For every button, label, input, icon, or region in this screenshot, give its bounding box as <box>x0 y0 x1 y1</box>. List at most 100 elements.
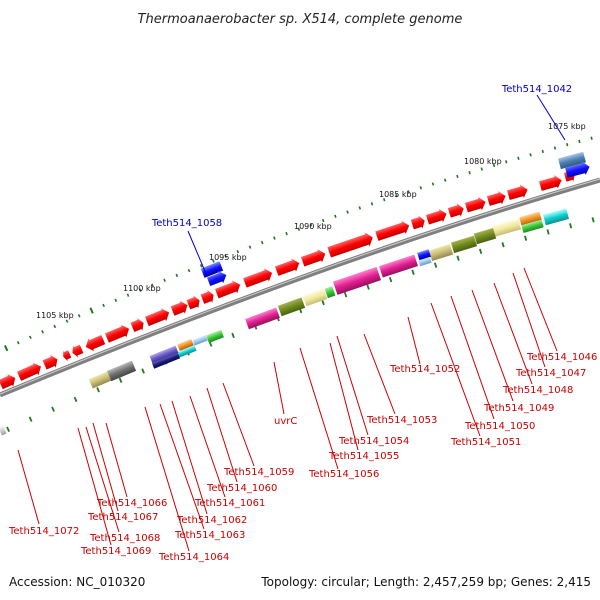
tick-mark <box>126 293 130 297</box>
gene-arrow[interactable] <box>464 195 487 214</box>
gene-arrow[interactable] <box>61 348 72 362</box>
gene-label-teth514-1049[interactable]: Teth514_1049 <box>483 403 554 414</box>
gene-box[interactable] <box>473 227 497 245</box>
gene-arrow[interactable] <box>242 266 274 289</box>
kbp-label-1095-kbp: 1095 kbp <box>209 253 247 262</box>
gene-label-teth514-1050[interactable]: Teth514_1050 <box>464 421 535 432</box>
tick-mark <box>358 206 362 210</box>
gene-arrow[interactable] <box>0 372 18 391</box>
gene-label-teth514-1048[interactable]: Teth514_1048 <box>502 385 573 396</box>
tick-mark <box>51 406 55 412</box>
gene-box[interactable] <box>106 360 137 382</box>
tick-mark <box>77 314 81 318</box>
gene-label-teth514-1069[interactable]: Teth514_1069 <box>80 546 151 557</box>
gene-box[interactable] <box>492 218 522 237</box>
gene-arrow[interactable] <box>200 288 216 305</box>
gene-label-teth514-1060[interactable]: Teth514_1060 <box>206 483 277 494</box>
tick-mark <box>41 330 44 334</box>
gene-arrow[interactable] <box>130 316 146 334</box>
gene-label-teth514-1052[interactable]: Teth514_1052 <box>389 364 460 375</box>
tick-mark <box>212 259 215 263</box>
gene-box[interactable] <box>206 329 224 344</box>
gene-arrow[interactable] <box>16 360 44 383</box>
gene-label-teth514-1063[interactable]: Teth514_1063 <box>174 530 245 541</box>
gene-arrow[interactable] <box>206 269 228 288</box>
tick-mark <box>505 160 508 164</box>
tick-mark <box>236 249 240 254</box>
gene-box[interactable] <box>428 243 454 262</box>
tick-mark <box>578 139 581 144</box>
gene-label-teth514-1055[interactable]: Teth514_1055 <box>328 451 399 462</box>
gene-arrow[interactable] <box>70 343 84 359</box>
tick-mark <box>541 149 544 154</box>
gene-arrow[interactable] <box>186 294 202 311</box>
tick-mark <box>501 242 505 248</box>
gene-box[interactable] <box>558 151 586 170</box>
gene-arrow[interactable] <box>42 353 60 371</box>
leader-line <box>105 422 128 498</box>
gene-arrow[interactable] <box>506 183 529 202</box>
gene-label-teth514-1058[interactable]: Teth514_1058 <box>151 218 222 229</box>
gene-box[interactable] <box>88 371 112 389</box>
gene-arrow[interactable] <box>104 322 132 344</box>
gene-label-teth514-1053[interactable]: Teth514_1053 <box>366 415 437 426</box>
gene-label-teth514-1062[interactable]: Teth514_1062 <box>176 515 247 526</box>
gene-box[interactable] <box>302 288 328 307</box>
gene-arrow[interactable] <box>170 299 190 318</box>
gene-label-teth514-1061[interactable]: Teth514_1061 <box>194 498 265 509</box>
gene-label-teth514-1054[interactable]: Teth514_1054 <box>338 436 409 447</box>
gene-label-teth514-1064[interactable]: Teth514_1064 <box>158 552 229 563</box>
gene-box[interactable] <box>277 297 306 317</box>
accession-label: Accession: NC_010320 <box>9 575 145 589</box>
gene-arrow[interactable] <box>327 230 375 259</box>
gene-label-uvrc[interactable]: uvrC <box>274 416 297 427</box>
gene-box[interactable] <box>542 208 570 226</box>
gene-box[interactable] <box>177 345 197 358</box>
gene-box[interactable] <box>324 286 336 299</box>
gene-box[interactable] <box>192 334 208 346</box>
tick-mark <box>529 153 532 157</box>
gene-arrow[interactable] <box>144 306 171 328</box>
gene-arrow[interactable] <box>486 189 507 208</box>
gene-label-teth514-1056[interactable]: Teth514_1056 <box>308 469 379 480</box>
tick-mark <box>285 231 288 236</box>
kbp-label-1105-kbp: 1105 kbp <box>36 311 74 320</box>
gene-box[interactable] <box>177 338 194 351</box>
gene-label-teth514-1046[interactable]: Teth514_1046 <box>526 352 597 363</box>
gene-box[interactable] <box>151 352 181 369</box>
gene-box[interactable] <box>245 307 280 330</box>
gene-box[interactable] <box>0 426 7 436</box>
gene-arrow[interactable] <box>539 173 564 192</box>
gene-arrow[interactable] <box>447 202 465 220</box>
gene-box[interactable] <box>332 266 382 295</box>
gene-label-teth514-1059[interactable]: Teth514_1059 <box>223 467 294 478</box>
gene-arrow[interactable] <box>425 207 448 226</box>
gene-label-teth514-1047[interactable]: Teth514_1047 <box>515 368 586 379</box>
gene-arrow[interactable] <box>565 160 592 180</box>
gene-arrow[interactable] <box>300 247 327 268</box>
gene-box[interactable] <box>521 219 544 234</box>
leader-line <box>187 230 208 277</box>
gene-box[interactable] <box>418 256 432 267</box>
gene-box[interactable] <box>149 345 179 364</box>
gene-label-teth514-1067[interactable]: Teth514_1067 <box>87 512 158 523</box>
gene-arrow[interactable] <box>274 256 301 277</box>
leader-line <box>430 302 481 437</box>
gene-arrow[interactable] <box>410 214 427 231</box>
topology-label: Topology: circular; Length: 2,457,259 bp… <box>260 575 591 589</box>
leader-line <box>523 267 558 352</box>
gene-label-teth514-1068[interactable]: Teth514_1068 <box>89 533 160 544</box>
gene-label-teth514-1051[interactable]: Teth514_1051 <box>450 437 521 448</box>
gene-label-teth514-1042[interactable]: Teth514_1042 <box>501 84 572 95</box>
gene-arrow[interactable] <box>83 333 106 353</box>
tick-mark <box>524 235 528 241</box>
gene-label-teth514-1072[interactable]: Teth514_1072 <box>8 526 79 537</box>
gene-box[interactable] <box>519 211 542 227</box>
gene-box[interactable] <box>379 254 418 278</box>
gene-arrow[interactable] <box>375 219 412 243</box>
leader-line <box>189 395 226 498</box>
gene-label-teth514-1066[interactable]: Teth514_1066 <box>96 498 167 509</box>
gene-arrow[interactable] <box>214 278 242 300</box>
leader-line <box>450 295 495 420</box>
gene-box[interactable] <box>450 235 478 254</box>
